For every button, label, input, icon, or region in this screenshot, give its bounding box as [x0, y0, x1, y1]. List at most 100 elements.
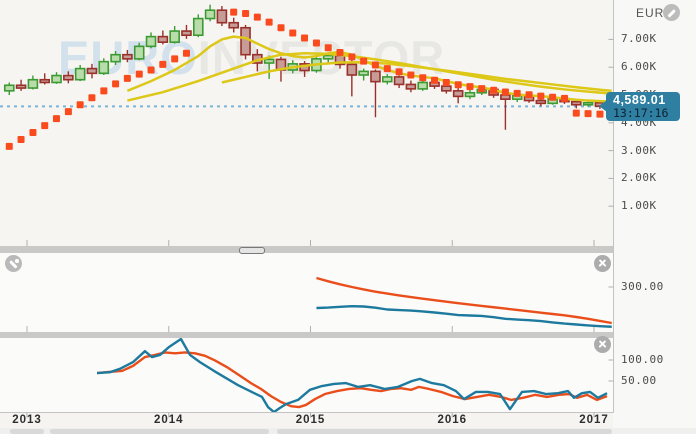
- candle-body: [15, 84, 27, 89]
- sar-dot: [360, 57, 368, 65]
- candle-body: [405, 83, 417, 90]
- sar-dot: [501, 88, 509, 96]
- sar-dot: [561, 94, 569, 102]
- sar-dot: [253, 13, 261, 21]
- drag-handle[interactable]: [239, 247, 265, 254]
- sar-dot: [159, 60, 167, 68]
- indicator1-red: [316, 276, 612, 325]
- sar-dot: [336, 48, 344, 56]
- sar-dot: [265, 18, 273, 26]
- candle-body: [181, 30, 192, 37]
- indicator1-blue: [316, 305, 612, 328]
- pencil-icon[interactable]: [663, 4, 680, 21]
- candle-body: [393, 76, 405, 86]
- wrench-icon[interactable]: [5, 255, 22, 272]
- candle-body: [145, 35, 157, 48]
- sar-dot: [88, 94, 96, 102]
- candle-body: [417, 81, 429, 90]
- sar-dot: [478, 85, 486, 93]
- right-axis-background: [613, 0, 696, 434]
- candle-body: [240, 26, 251, 56]
- candle-body: [63, 74, 74, 81]
- candle-body: [570, 100, 582, 106]
- sar-dot: [242, 10, 250, 18]
- candle-body: [39, 78, 51, 84]
- sar-dot: [348, 53, 356, 61]
- sar-dot: [289, 29, 297, 37]
- candle-body: [358, 70, 369, 76]
- scrollbar-thumb-segment[interactable]: [277, 429, 612, 434]
- candle-body: [74, 67, 86, 81]
- sar-dot: [454, 81, 462, 89]
- close-icon-indicator1[interactable]: [594, 255, 611, 272]
- sar-dot: [112, 80, 120, 88]
- ma-slow: [221, 60, 612, 93]
- last-price-value: 4,589.01: [613, 93, 666, 107]
- candle-body: [322, 54, 334, 60]
- sar-dot: [123, 74, 131, 82]
- sar-dot: [549, 93, 557, 101]
- candle-body: [346, 63, 358, 76]
- close-icon-indicator2[interactable]: [594, 336, 611, 353]
- candle-body: [157, 35, 169, 43]
- candle-body: [464, 91, 476, 98]
- candle-body: [192, 17, 204, 37]
- candle-body: [110, 53, 121, 63]
- indicator2-red: [96, 351, 608, 409]
- sar-dot: [41, 122, 49, 130]
- x-axis-strip: [0, 412, 613, 428]
- candle-body: [535, 99, 547, 105]
- sar-dot: [52, 115, 60, 123]
- panel-resize-divider-2[interactable]: [0, 332, 613, 338]
- candle-body: [3, 84, 15, 92]
- sar-dot: [64, 108, 72, 116]
- candle-body: [86, 67, 98, 75]
- candle-body: [169, 30, 180, 43]
- sar-dot: [596, 110, 604, 118]
- candle-body: [204, 9, 216, 20]
- panel-resize-divider-1[interactable]: [0, 246, 613, 253]
- last-price-flag: 4,589.01 13:17:16: [599, 92, 680, 121]
- sar-dot: [301, 34, 309, 42]
- sar-dot: [371, 61, 379, 69]
- candle-body: [582, 101, 594, 106]
- sar-dot: [76, 101, 84, 109]
- sar-dot: [490, 86, 498, 94]
- sar-dot: [431, 76, 439, 84]
- sar-dot: [419, 74, 427, 82]
- candle-body: [370, 70, 381, 83]
- ma-mid: [127, 52, 612, 102]
- sar-dot: [230, 8, 238, 16]
- sar-dot: [513, 89, 521, 97]
- indicator2-blue: [96, 338, 608, 412]
- sar-dot: [147, 66, 155, 74]
- scrollbar-thumb-segment[interactable]: [10, 429, 44, 434]
- sar-dot: [407, 71, 415, 79]
- sar-dot: [29, 129, 37, 137]
- candle-body: [500, 94, 511, 100]
- sar-dot: [171, 55, 179, 63]
- ma-fast: [126, 35, 612, 103]
- sar-dot: [395, 68, 403, 76]
- sar-dot: [100, 87, 108, 95]
- price-chart-group: [0, 4, 613, 150]
- candle-body: [98, 60, 110, 75]
- ind2-group: [96, 338, 608, 412]
- pencil-icon-bar: [667, 8, 676, 17]
- sar-dot: [312, 39, 320, 47]
- candle-body: [133, 45, 145, 60]
- scrollbar-thumb-segment[interactable]: [50, 429, 269, 434]
- candle-body: [228, 21, 240, 29]
- sar-dot: [324, 44, 332, 52]
- currency-label: EUR: [636, 6, 665, 20]
- candle-body: [441, 85, 452, 92]
- sar-dot: [466, 83, 474, 91]
- candle-body: [216, 9, 228, 24]
- sar-dot: [525, 91, 533, 99]
- sar-dot: [537, 92, 545, 100]
- sar-dot: [135, 70, 143, 78]
- sar-dot: [572, 109, 580, 117]
- sar-dot: [442, 78, 450, 86]
- candle-body: [452, 90, 464, 98]
